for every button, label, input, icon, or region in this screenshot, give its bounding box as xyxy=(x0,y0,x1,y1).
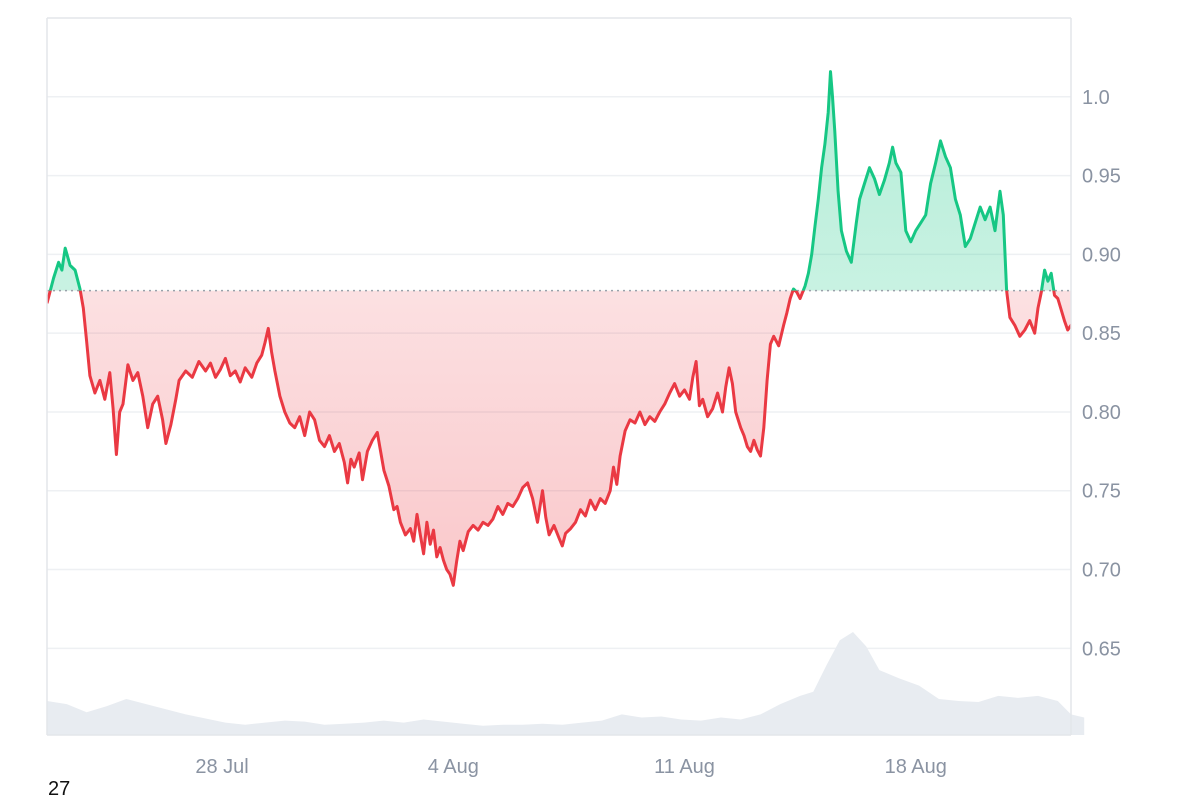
y-tick-label: 0.65 xyxy=(1082,638,1121,660)
x-tick-label: 18 Aug xyxy=(885,756,947,778)
x-tick-label: 28 Jul xyxy=(195,756,248,778)
y-tick-label: 0.90 xyxy=(1082,244,1121,266)
x-tick-label: 11 Aug xyxy=(654,756,715,778)
y-tick-label: 0.75 xyxy=(1082,481,1121,503)
y-tick-label: 0.80 xyxy=(1082,402,1121,424)
volume-area xyxy=(47,632,1085,735)
x-axis: 28 Jul 4 Aug 11 Aug 18 Aug xyxy=(195,756,947,778)
y-tick-label: 1.0 xyxy=(1082,87,1110,109)
y-axis: 1.0 0.95 0.90 0.85 0.80 0.75 0.70 0.65 xyxy=(1082,87,1121,661)
price-fill xyxy=(47,71,1071,586)
line-below-baseline xyxy=(47,290,1071,587)
price-line xyxy=(47,70,1071,587)
x-tick-label: 4 Aug xyxy=(428,756,479,778)
footer-number: 27 xyxy=(48,778,71,800)
volume-area-shape xyxy=(47,632,1085,735)
fill-below-baseline xyxy=(47,290,1071,586)
line-above-baseline xyxy=(48,70,1056,291)
plot-frame xyxy=(46,17,1072,736)
y-tick-label: 0.85 xyxy=(1082,323,1121,345)
y-tick-label: 0.70 xyxy=(1082,560,1121,582)
y-tick-label: 0.95 xyxy=(1082,166,1121,188)
